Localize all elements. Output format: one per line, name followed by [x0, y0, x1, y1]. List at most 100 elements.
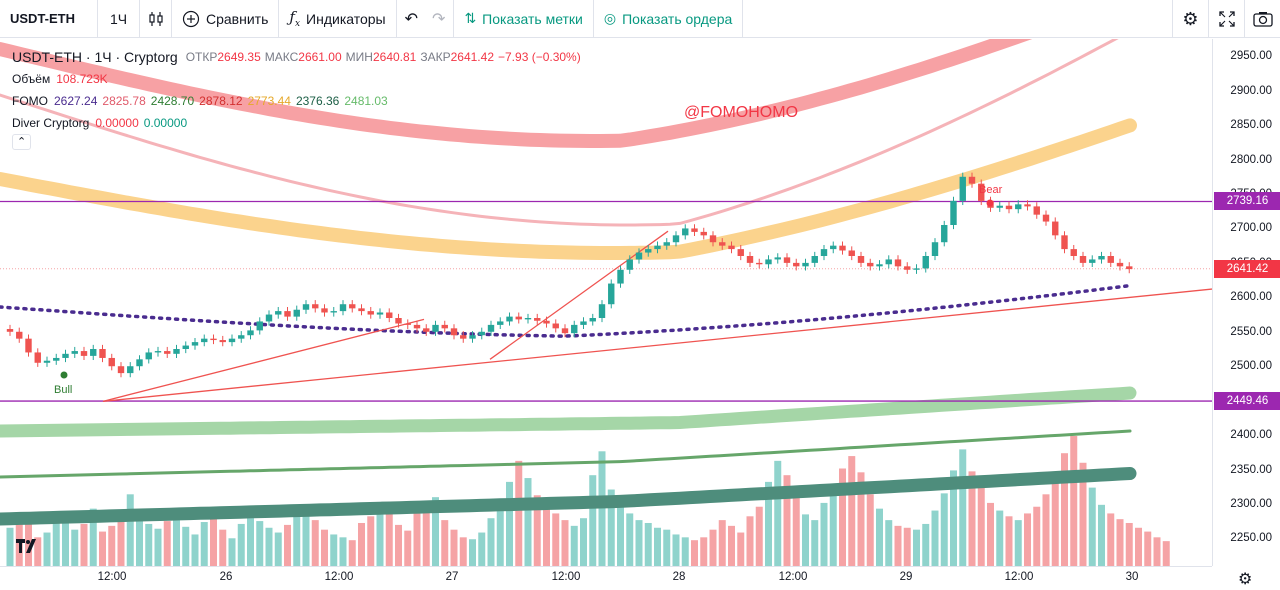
volume-bar [80, 523, 88, 566]
volume-bar [432, 497, 439, 566]
volume-bar [237, 523, 245, 566]
fomo-dotted-line [0, 283, 1132, 338]
volume-bar [524, 478, 532, 566]
volume-bar [348, 540, 356, 566]
candle-body [99, 349, 106, 358]
volume-bar [265, 527, 273, 566]
volume-bar [71, 529, 79, 566]
fomo-label[interactable]: FOMO [12, 94, 48, 108]
volume-bar [274, 532, 282, 566]
candle [16, 327, 23, 343]
volume-bar [1014, 520, 1022, 566]
candle-body [43, 360, 51, 363]
volume-bar [1061, 453, 1068, 566]
candle [515, 312, 522, 324]
price-chart[interactable]: Bull Bear [0, 39, 1212, 566]
candle [959, 172, 966, 206]
candle-body [404, 323, 411, 325]
candle-body [349, 304, 356, 309]
candle-body [839, 245, 846, 251]
candle-body [117, 366, 125, 374]
candle [524, 313, 532, 324]
undo-icon[interactable]: ↶ [404, 10, 419, 28]
price-tick: 2250.00 [1230, 532, 1272, 545]
collapse-legend-icon[interactable]: ⌃ [12, 134, 32, 150]
legend-fomo-row: FOMO 2627.24 2825.78 2428.70 2878.12 2773.44… [12, 90, 585, 112]
fomo-value-1: 2825.78 [102, 94, 146, 108]
redo-icon[interactable]: ↷ [432, 10, 446, 28]
candle-body [469, 335, 476, 339]
volume-bar [191, 534, 199, 566]
candle-body [53, 357, 60, 361]
axis-settings-icon[interactable]: ⚙ [1238, 571, 1253, 588]
time-tick: 12:00 [551, 571, 581, 583]
high-value: 2661.00 [298, 50, 342, 64]
show-marks-button[interactable]: ⇅ Показать метки [454, 0, 594, 38]
candle [848, 246, 855, 261]
price-axis[interactable]: 2950.002900.002850.002800.002750.002700.… [1212, 39, 1280, 566]
diver-label[interactable]: Diver Cryptorg [12, 116, 90, 130]
volume-bar [302, 506, 310, 566]
candle-body [765, 259, 772, 265]
candle [1126, 262, 1133, 274]
volume-bar [1135, 527, 1142, 566]
candle [839, 241, 846, 255]
indicators-button[interactable]: ƒx Индикаторы [279, 0, 397, 38]
candle-body [71, 351, 78, 354]
candle-body [1116, 262, 1124, 267]
candle [330, 306, 337, 317]
time-tick: 29 [899, 571, 913, 583]
volume-bar [802, 514, 809, 566]
candle-body [645, 249, 652, 253]
time-tick: 27 [445, 571, 459, 583]
volume-bar [570, 525, 578, 566]
candle [654, 241, 661, 254]
fullscreen-button[interactable] [1208, 0, 1244, 38]
volume-bar [1088, 487, 1096, 566]
fomo-values: 2627.24 2825.78 2428.70 2878.12 2773.44 2376.… [54, 90, 393, 112]
candle [1042, 210, 1050, 226]
candles [6, 172, 1133, 378]
price-tick: 2550.00 [1230, 325, 1272, 338]
watermark-text: @FOMOHOMO [684, 104, 799, 121]
time-tick: 12:00 [1004, 571, 1034, 583]
candle [173, 344, 180, 358]
settings-button[interactable]: ⚙ [1172, 0, 1208, 38]
symbol-button[interactable]: USDT-ETH [0, 0, 98, 38]
candle-body [293, 309, 300, 317]
show-orders-button[interactable]: ◎ Показать ордера [594, 0, 744, 38]
volume-bar [126, 494, 134, 566]
time-axis[interactable]: 12:00 26 12:00 27 12:00 28 12:00 29 12:00 30 [0, 566, 1212, 590]
volume-bar [959, 449, 967, 566]
candle [774, 253, 781, 264]
candle [783, 253, 791, 268]
candle [265, 310, 273, 326]
last-price-tag: 2641.42 [1214, 259, 1280, 278]
candle [506, 312, 513, 326]
price-tick: 2900.00 [1230, 84, 1272, 97]
candle-body [6, 329, 14, 332]
diver-value-0: 0.00000 [95, 116, 139, 130]
screenshot-button[interactable] [1244, 0, 1280, 38]
compare-button[interactable]: Сравнить [172, 0, 280, 38]
interval-button[interactable]: 1Ч [98, 0, 140, 38]
volume-bar [6, 527, 14, 566]
candle [25, 334, 32, 357]
candle-body [894, 259, 902, 267]
volume-bar [552, 513, 560, 566]
legend-title[interactable]: USDT-ETH · 1Ч · Cryptorg [12, 49, 178, 65]
volume-label[interactable]: Объём [12, 72, 51, 86]
candle-body [626, 259, 633, 270]
candle [432, 320, 439, 336]
candle [830, 241, 837, 254]
volume-bar [1070, 436, 1078, 566]
volume-bar [1079, 462, 1087, 566]
candle-body [709, 235, 717, 243]
candle [663, 238, 670, 250]
volume-bar [293, 513, 301, 566]
volume-bar [487, 518, 495, 566]
time-tick: 12:00 [324, 571, 354, 583]
chart-type-button[interactable] [140, 0, 172, 38]
candle-body [552, 323, 559, 329]
level-high-tag: 2739.16 [1214, 192, 1280, 211]
